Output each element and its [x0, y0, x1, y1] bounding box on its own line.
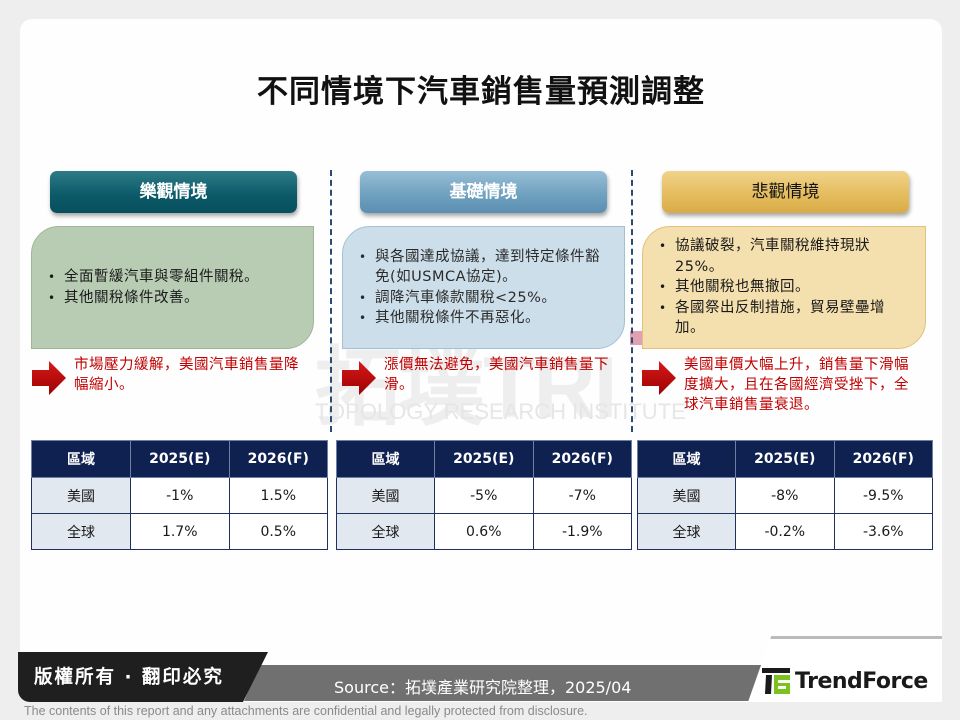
- condition-item: 與各國達成協議，達到特定條件豁免(如USMCA協定)。: [355, 247, 612, 288]
- condition-item: 其他關稅條件改善。: [44, 288, 301, 309]
- value-cell: 0.6%: [434, 513, 534, 550]
- region-cell: 全球: [336, 513, 435, 550]
- column-divider: [631, 170, 633, 432]
- slide: 不同情境下汽車銷售量預測調整 拓墣TRI TOPOLOGY RESEARCH I…: [20, 19, 942, 702]
- column-header: 區域: [31, 440, 131, 478]
- value-cell: -3.6%: [833, 513, 933, 550]
- result-text: 市場壓力緩解，美國汽車銷售量降幅縮小。: [74, 357, 299, 393]
- condition-item: 調降汽車條款關稅<25%。: [355, 288, 612, 309]
- copyright-banner: 版權所有 · 翻印必究: [18, 652, 268, 702]
- source-bar: Source：拓墣產業研究院整理，2025/04: [244, 665, 768, 701]
- table-row: 美國 -5% -7%: [336, 477, 632, 514]
- value-cell: 0.5%: [228, 513, 328, 550]
- scenario-header-base: 基礎情境: [360, 171, 607, 213]
- result-pessimistic: 美國車價大幅上升，銷售量下滑幅度擴大，且在各國經濟受挫下，全球汽車銷售量衰退。: [642, 355, 922, 415]
- right-arrow-icon: [32, 361, 66, 395]
- copyright-text: 版權所有 · 翻印必究: [34, 667, 224, 688]
- column-header: 2026(F): [228, 440, 328, 478]
- column-divider: [330, 170, 332, 432]
- right-arrow-icon: [642, 361, 676, 395]
- condition-item: 各國祭出反制措施，貿易壁壘增加。: [655, 298, 913, 339]
- column-header: 區域: [637, 440, 736, 478]
- value-cell: -1.9%: [532, 513, 632, 550]
- value-cell: 1.7%: [130, 513, 230, 550]
- condition-item: 協議破裂，汽車關稅維持現狀25%。: [655, 236, 913, 277]
- column-header: 2026(F): [833, 440, 933, 478]
- disclaimer: The contents of this report and any atta…: [24, 704, 588, 718]
- trendforce-logo-icon: [762, 668, 790, 694]
- region-cell: 美國: [637, 477, 736, 514]
- table-header-row: 區域 2025(E) 2026(F): [336, 440, 632, 478]
- region-cell: 美國: [31, 477, 131, 514]
- right-arrow-icon: [342, 361, 376, 395]
- conditions-box-pessimistic: 協議破裂，汽車關稅維持現狀25%。 其他關稅也無撤回。 各國祭出反制措施，貿易壁…: [642, 226, 926, 349]
- region-cell: 美國: [336, 477, 435, 514]
- source-text: Source：拓墣產業研究院整理，2025/04: [334, 678, 632, 697]
- conditions-box-base: 與各國達成協議，達到特定條件豁免(如USMCA協定)。 調降汽車條款關稅<25%…: [342, 226, 625, 349]
- table-row: 美國 -1% 1.5%: [31, 477, 328, 514]
- brand-name: TrendForce: [795, 668, 928, 694]
- value-cell: 1.5%: [228, 477, 328, 514]
- forecast-table-pessimistic: 區域 2025(E) 2026(F) 美國 -8% -9.5% 全球 -0.2%…: [637, 440, 933, 550]
- conditions-box-optimistic: 全面暫緩汽車與零組件關稅。 其他關稅條件改善。: [31, 226, 314, 349]
- value-cell: -8%: [735, 477, 835, 514]
- value-cell: -1%: [130, 477, 230, 514]
- condition-item: 其他關稅條件不再惡化。: [355, 308, 612, 329]
- result-text: 美國車價大幅上升，銷售量下滑幅度擴大，且在各國經濟受挫下，全球汽車銷售量衰退。: [684, 357, 909, 413]
- table-header-row: 區域 2025(E) 2026(F): [637, 440, 933, 478]
- page-title: 不同情境下汽車銷售量預測調整: [257, 74, 705, 110]
- table-row: 全球 -0.2% -3.6%: [637, 513, 933, 550]
- column-header: 2026(F): [532, 440, 632, 478]
- region-cell: 全球: [637, 513, 736, 550]
- forecast-table-optimistic: 區域 2025(E) 2026(F) 美國 -1% 1.5% 全球 1.7% 0…: [31, 440, 328, 550]
- column-header: 2025(E): [434, 440, 534, 478]
- condition-item: 其他關稅也無撤回。: [655, 277, 913, 298]
- region-cell: 全球: [31, 513, 131, 550]
- column-header: 2025(E): [130, 440, 230, 478]
- trendforce-logo: TrendForce: [762, 668, 928, 694]
- result-base: 漲價無法避免，美國汽車銷售量下滑。: [342, 355, 624, 395]
- table-row: 美國 -8% -9.5%: [637, 477, 933, 514]
- value-cell: -7%: [532, 477, 632, 514]
- column-header: 區域: [336, 440, 435, 478]
- value-cell: -9.5%: [833, 477, 933, 514]
- table-header-row: 區域 2025(E) 2026(F): [31, 440, 328, 478]
- condition-item: 全面暫緩汽車與零組件關稅。: [44, 267, 301, 288]
- value-cell: -5%: [434, 477, 534, 514]
- scenario-header-optimistic: 樂觀情境: [50, 171, 297, 213]
- table-row: 全球 0.6% -1.9%: [336, 513, 632, 550]
- forecast-table-base: 區域 2025(E) 2026(F) 美國 -5% -7% 全球 0.6% -1…: [336, 440, 632, 550]
- result-text: 漲價無法避免，美國汽車銷售量下滑。: [384, 357, 609, 393]
- result-optimistic: 市場壓力緩解，美國汽車銷售量降幅縮小。: [32, 355, 312, 395]
- table-row: 全球 1.7% 0.5%: [31, 513, 328, 550]
- value-cell: -0.2%: [735, 513, 835, 550]
- column-header: 2025(E): [735, 440, 835, 478]
- scenario-header-pessimistic: 悲觀情境: [662, 171, 909, 213]
